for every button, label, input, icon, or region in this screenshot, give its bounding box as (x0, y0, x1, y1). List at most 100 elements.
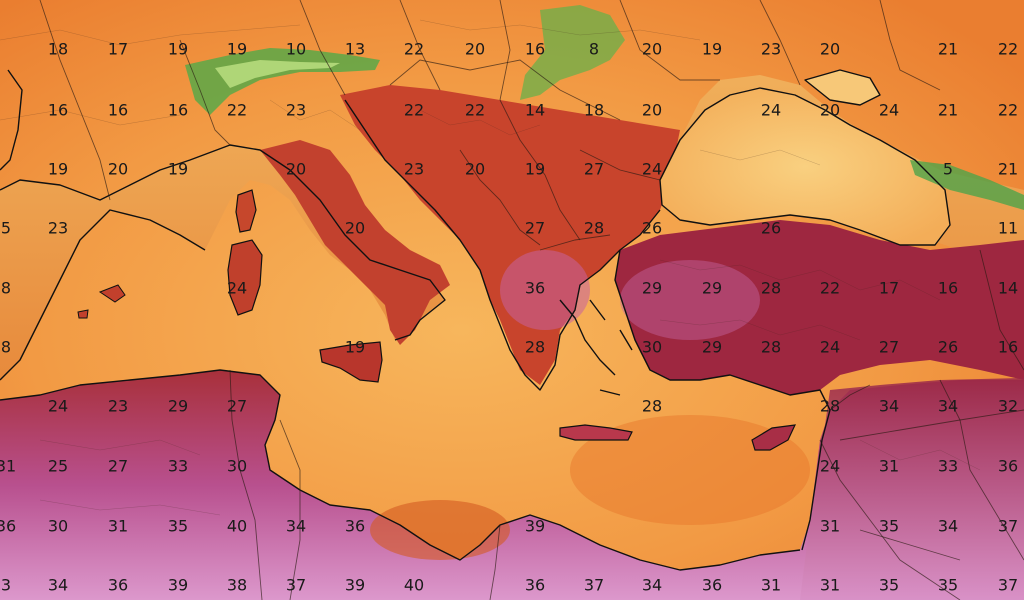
temperature-label: 24 (227, 279, 247, 298)
temperature-label: 17 (879, 279, 899, 298)
temperature-label: 16 (938, 279, 958, 298)
temperature-label: 8 (1, 279, 11, 298)
alps-cold-band (215, 60, 340, 88)
temperature-label: 29 (642, 279, 662, 298)
temperature-label: 19 (345, 338, 365, 357)
temperature-label: 37 (998, 517, 1018, 536)
temperature-label: 24 (820, 338, 840, 357)
temperature-label: 24 (642, 160, 662, 179)
temperature-label: 34 (879, 397, 899, 416)
crete (559, 424, 633, 441)
temperature-label: 36 (0, 517, 16, 536)
temperature-label: 20 (345, 219, 365, 238)
temperature-label: 31 (820, 576, 840, 595)
temperature-label: 27 (584, 160, 604, 179)
temperature-label: 20 (642, 40, 662, 59)
temperature-label: 24 (879, 101, 899, 120)
temperature-label: 19 (48, 160, 68, 179)
temperature-label: 16 (525, 40, 545, 59)
temperature-label: 36 (345, 517, 365, 536)
italy-land (260, 140, 450, 345)
temperature-label: 21 (938, 40, 958, 59)
sardinia (227, 239, 263, 316)
temperature-label: 39 (168, 576, 188, 595)
temperature-label: 19 (702, 40, 722, 59)
temperature-label: 30 (642, 338, 662, 357)
temperature-label: 19 (168, 40, 188, 59)
temperature-label: 8 (1, 338, 11, 357)
coastlines (0, 69, 951, 571)
temperature-label: 22 (465, 101, 485, 120)
temperature-label: 28 (761, 338, 781, 357)
temperature-label: 35 (938, 576, 958, 595)
temperature-label: 28 (525, 338, 545, 357)
temperature-label: 31 (0, 457, 16, 476)
temperature-label: 22 (404, 40, 424, 59)
temperature-label: 19 (227, 40, 247, 59)
balkans-land (340, 85, 680, 385)
temperature-label: 34 (642, 576, 662, 595)
temperature-label: 33 (938, 457, 958, 476)
anatolia-land (615, 220, 1024, 395)
temperature-label: 22 (820, 279, 840, 298)
corsica (235, 189, 257, 233)
temperature-label: 30 (48, 517, 68, 536)
north-africa-land (0, 370, 1024, 600)
temperature-label: 24 (820, 457, 840, 476)
temperature-label: 37 (584, 576, 604, 595)
temperature-label: 34 (938, 397, 958, 416)
temperature-label: 22 (404, 101, 424, 120)
temperature-label: 20 (465, 40, 485, 59)
temperature-label: 18 (584, 101, 604, 120)
temperature-label: 26 (938, 338, 958, 357)
temperature-label: 19 (168, 160, 188, 179)
middle-east-land (800, 378, 1024, 600)
temperature-label: 21 (998, 160, 1018, 179)
temperature-label: 30 (227, 457, 247, 476)
gulf-of-sidra-hot-sea (370, 500, 510, 560)
temperature-label: 26 (761, 219, 781, 238)
temperature-label: 25 (48, 457, 68, 476)
temperature-label: 3 (1, 576, 11, 595)
carpathians-cool-band (520, 5, 625, 100)
temperature-label: 36 (998, 457, 1018, 476)
temperature-label: 23 (48, 219, 68, 238)
levantine-sea (570, 415, 810, 525)
temperature-label: 13 (345, 40, 365, 59)
temperature-label: 32 (998, 397, 1018, 416)
temperature-label: 36 (525, 279, 545, 298)
temperature-label: 23 (404, 160, 424, 179)
temperature-label: 36 (525, 576, 545, 595)
temperature-label: 20 (642, 101, 662, 120)
temperature-label: 14 (525, 101, 545, 120)
temperature-label: 27 (108, 457, 128, 476)
temperature-label: 31 (761, 576, 781, 595)
temperature-label: 22 (998, 40, 1018, 59)
temperature-label: 23 (286, 101, 306, 120)
temperature-label: 31 (820, 517, 840, 536)
temperature-label: 39 (345, 576, 365, 595)
temperature-label: 16 (48, 101, 68, 120)
temperature-label: 37 (998, 576, 1018, 595)
temperature-label: 38 (227, 576, 247, 595)
temperature-label: 36 (108, 576, 128, 595)
temperature-label: 22 (998, 101, 1018, 120)
temperature-label: 23 (761, 40, 781, 59)
balearic-islands (77, 284, 126, 319)
temperature-label: 31 (108, 517, 128, 536)
temperature-label: 28 (761, 279, 781, 298)
temperature-label: 10 (286, 40, 306, 59)
temperature-label: 31 (879, 457, 899, 476)
temperature-label: 20 (108, 160, 128, 179)
black-sea (660, 88, 950, 245)
temperature-label: 33 (168, 457, 188, 476)
temperature-label: 27 (879, 338, 899, 357)
temperature-label: 28 (584, 219, 604, 238)
temperature-label: 40 (227, 517, 247, 536)
temperature-label: 27 (227, 397, 247, 416)
temperature-label: 20 (286, 160, 306, 179)
sicily (319, 341, 383, 383)
temperature-label: 27 (525, 219, 545, 238)
temperature-label: 35 (168, 517, 188, 536)
